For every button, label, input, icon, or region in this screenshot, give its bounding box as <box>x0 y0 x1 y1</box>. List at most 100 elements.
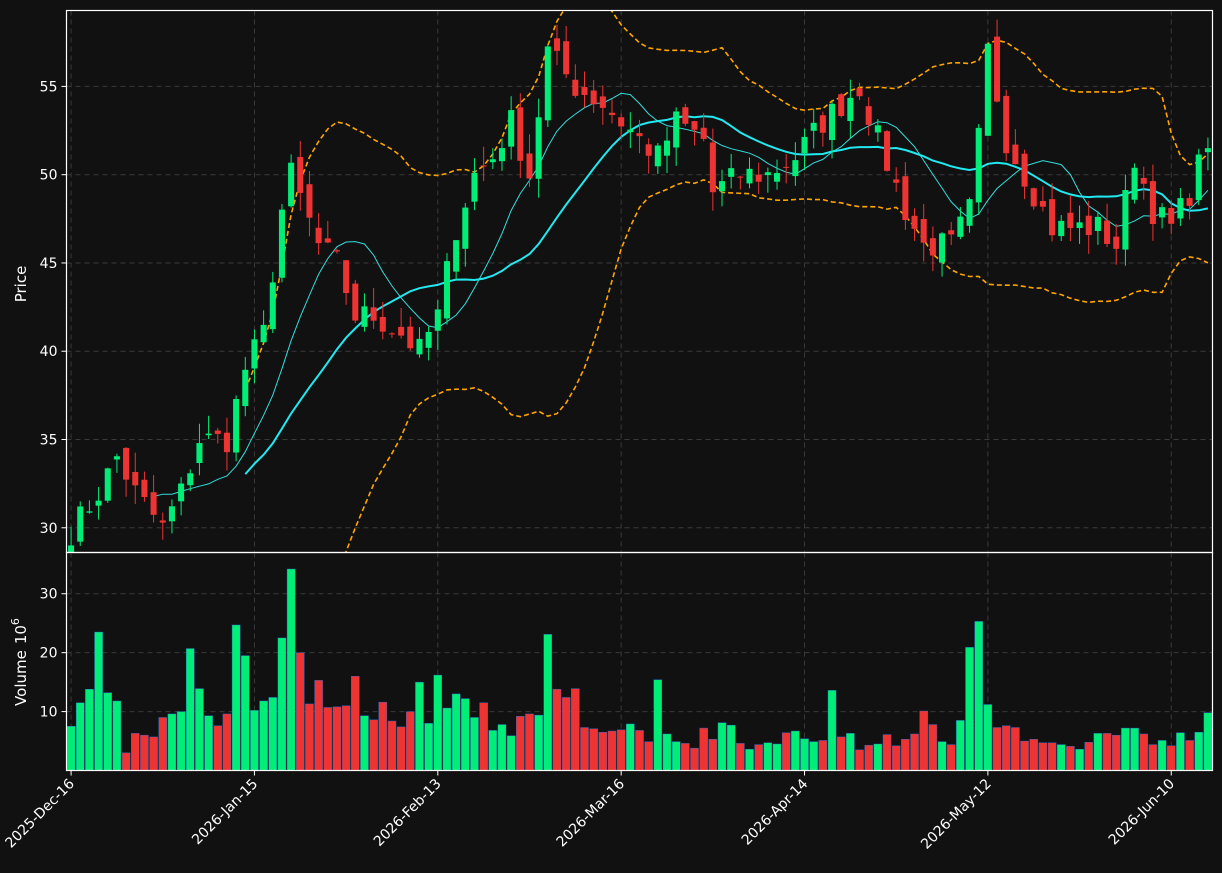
volume-bar <box>836 736 846 771</box>
candle <box>810 108 817 149</box>
candle-body <box>975 127 982 203</box>
candle <box>856 82 863 101</box>
candle <box>737 175 744 190</box>
volume-bar <box>250 710 259 771</box>
candle-body <box>929 238 936 256</box>
volume-bar <box>103 692 112 771</box>
price-tick-label: 30 <box>40 521 58 537</box>
candle <box>361 293 368 332</box>
volume-bar <box>195 688 204 771</box>
candle-body <box>627 129 634 133</box>
candle-body <box>1122 190 1129 250</box>
candle-body <box>911 215 918 229</box>
candle-body <box>233 399 240 453</box>
volume-bar <box>580 727 589 771</box>
candlesticks <box>68 19 1211 553</box>
volume-bar <box>561 697 571 771</box>
candle <box>939 232 946 277</box>
candle-body <box>471 172 478 202</box>
volume-bar <box>1167 745 1176 771</box>
candle-body <box>764 172 771 176</box>
volume-bar <box>956 720 965 771</box>
candle <box>865 97 872 136</box>
candle <box>95 487 102 520</box>
candle-body <box>205 433 212 436</box>
candle <box>535 98 542 198</box>
candle-body <box>1058 220 1065 237</box>
volume-bar <box>176 711 186 771</box>
candle-body <box>553 38 561 51</box>
volume-bar <box>1047 742 1057 771</box>
candle-body <box>398 326 405 336</box>
candle <box>948 221 955 246</box>
candle-body <box>691 121 698 130</box>
volume-bar <box>406 711 415 771</box>
volume-bar <box>772 743 782 771</box>
candle-body <box>1168 208 1175 224</box>
candle-body <box>453 240 460 272</box>
price-y-ticks: 30 35 40 45 50 55 <box>40 79 67 537</box>
candle-body <box>984 43 991 136</box>
candle-body <box>792 160 799 177</box>
volume-bar <box>323 707 333 771</box>
volume-bar <box>754 744 763 771</box>
volume-bar <box>424 723 433 771</box>
candle <box>645 138 652 174</box>
candle <box>718 169 726 207</box>
candle-body <box>443 261 450 319</box>
volume-bar <box>1001 725 1011 771</box>
volume-bar <box>332 706 342 771</box>
candle-body <box>77 506 84 542</box>
candle <box>242 356 249 417</box>
candle <box>113 453 120 473</box>
candle <box>773 159 781 190</box>
volume-bar <box>681 743 690 771</box>
volume-bar <box>461 698 470 771</box>
volume-bar <box>708 739 718 771</box>
candle <box>260 310 267 343</box>
volume-bar <box>213 725 223 771</box>
candle-body <box>663 140 671 156</box>
candle-body <box>581 87 588 95</box>
candle-body <box>618 117 625 127</box>
candle-body <box>847 97 854 122</box>
candle-body <box>1067 212 1074 228</box>
candle <box>590 80 597 113</box>
volume-bar <box>1066 746 1075 771</box>
candle-body <box>700 127 707 139</box>
bollinger-lower <box>344 179 1209 553</box>
candle <box>251 329 258 384</box>
volume-bar <box>516 716 525 771</box>
candle-body <box>324 238 331 243</box>
volume-bar <box>891 745 901 771</box>
volume-label-exponent: 6 <box>9 618 22 625</box>
candle <box>902 162 909 230</box>
volume-bar <box>259 700 268 771</box>
volume-bars <box>66 568 1213 771</box>
candle-body <box>1003 95 1010 154</box>
volume-bar <box>1056 744 1066 771</box>
price-axis-label: Price <box>12 266 30 303</box>
volume-bar <box>1102 733 1112 771</box>
candle-body <box>306 184 313 218</box>
volume-bar <box>378 701 388 771</box>
candle <box>233 395 240 462</box>
volume-panel-frame <box>65 551 1214 772</box>
volume-bar <box>1130 727 1139 771</box>
volume-bar <box>1139 733 1148 771</box>
candle <box>929 226 936 272</box>
volume-bar <box>855 749 864 771</box>
candle-body <box>1195 154 1202 201</box>
candle-body <box>187 473 194 486</box>
candle-body <box>1012 144 1019 165</box>
candle <box>1122 174 1129 266</box>
volume-bar <box>1121 727 1130 771</box>
volume-bar <box>1029 739 1038 771</box>
volume-bar <box>726 724 736 771</box>
candle <box>1149 164 1156 241</box>
candle <box>526 134 533 187</box>
candle-body <box>535 117 542 179</box>
volume-bar <box>864 744 873 771</box>
volume-bar <box>644 741 653 771</box>
candle-body <box>636 133 643 137</box>
